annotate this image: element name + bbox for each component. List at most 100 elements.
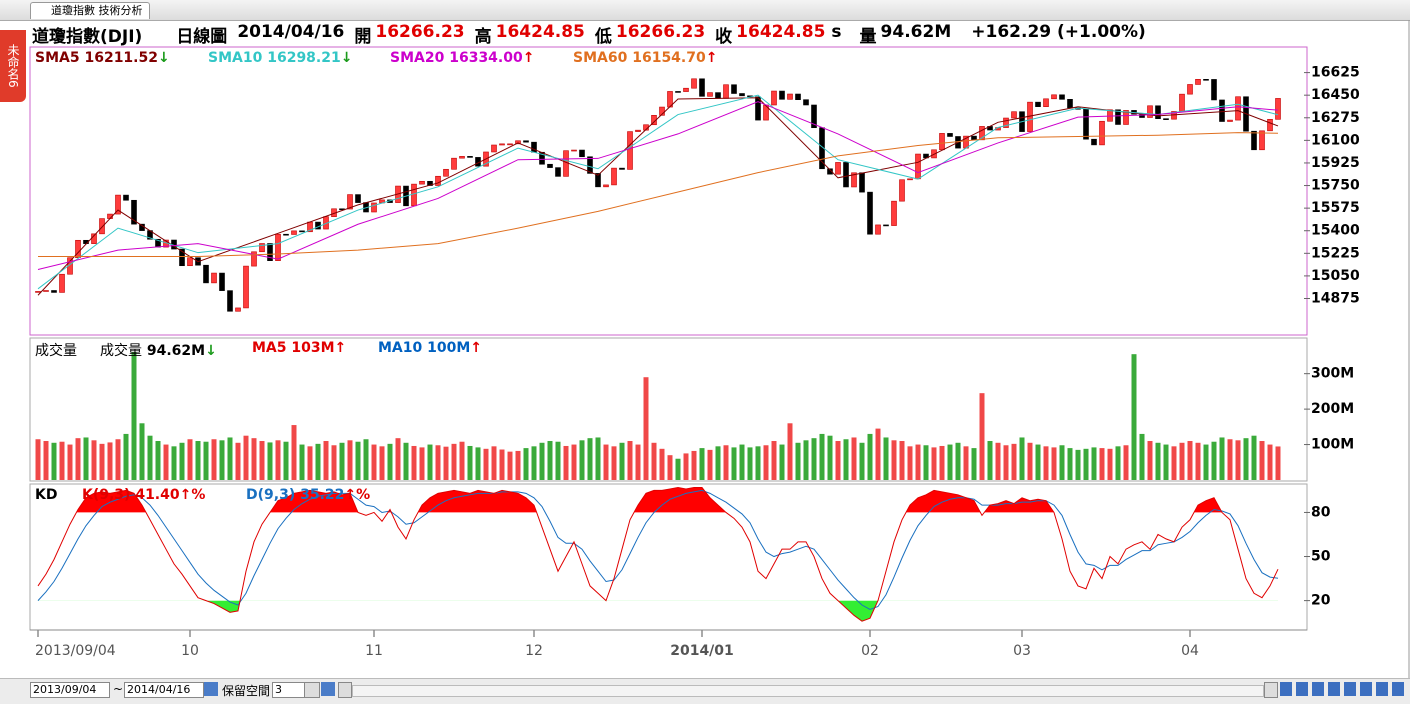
candle [771,90,777,106]
close-flag: s [831,22,842,42]
volume-bar [267,442,273,480]
price-panel [29,46,1308,336]
candle [739,93,745,97]
volume-bar [1251,435,1257,480]
candle [595,173,601,188]
volume-bar [1259,441,1265,480]
volume-bar [379,446,385,480]
volume-bar [1067,448,1073,480]
volume-bar [1075,449,1081,480]
tool-icons[interactable] [1280,682,1405,696]
icon-button[interactable] [204,682,218,696]
volume-bar [867,433,873,480]
volume-value: 94.62M [880,22,952,42]
volume-bar [115,439,121,480]
x-tick-label: 2013/09/04 [35,643,116,659]
scrollbar[interactable] [352,685,1264,697]
volume-bar [131,352,137,480]
candle [1043,98,1049,107]
candle [843,162,849,188]
volume-bar [875,428,881,480]
volume-bar [491,446,497,480]
candle [1227,119,1233,122]
candle [1091,138,1097,146]
candle [1051,94,1057,100]
y-tick-label: 100M [1311,437,1354,453]
y-tick-label: 15225 [1311,245,1360,261]
candle [115,194,121,215]
volume-bar [819,433,825,480]
y-tick-label: 15925 [1311,155,1360,171]
candle [1267,119,1273,132]
icon-button[interactable] [321,682,335,696]
volume-bar [755,446,761,480]
legend-item: MA10 100M↑ [378,340,482,356]
candle [971,135,977,141]
chart-tab[interactable]: 道瓊指數 技術分析 [30,2,150,19]
y-tick-label: 14875 [1311,291,1360,307]
reserve-input[interactable]: 3 [272,682,306,698]
volume-bar [1235,440,1241,480]
volume-bar [787,423,793,480]
volume-bar [1147,441,1153,480]
volume-bar [1107,448,1113,480]
volume-bar [291,425,297,480]
volume-bar [171,446,177,480]
candle [1179,93,1185,112]
end-date-input[interactable]: 2014/04/16 [124,682,204,698]
volume-bar [443,446,449,480]
volume-bar [507,451,513,480]
volume-bar [963,446,969,480]
candle [1275,98,1281,120]
volume-bar [451,443,457,480]
candle [235,307,241,312]
scroll-right[interactable] [1264,682,1278,698]
legend-name: SMA10 [208,50,263,66]
volume-bar [387,443,393,480]
legend-value: 103M [291,340,335,356]
volume-bar [1243,438,1249,480]
volume-bar [939,445,945,480]
volume-bar [235,442,241,480]
y-tick-label: 16275 [1311,110,1360,126]
volume-bar [571,444,577,480]
legend-value: 16211.52 [84,50,158,66]
volume-bar [739,444,745,480]
legend-trend: ↑ [522,50,535,66]
candle [275,233,281,261]
volume-bar [499,449,505,480]
volume-bar [699,448,705,480]
series-line [38,132,1279,258]
candle [979,126,985,141]
legend-trend: ↑ [334,340,347,356]
y-tick-label: 15400 [1311,223,1360,239]
candle [899,179,905,202]
candle [571,149,577,152]
candle [1083,108,1089,140]
volume-bar [1003,445,1009,480]
candle [507,143,513,146]
icon-button[interactable] [304,682,320,698]
volume-bar [707,449,713,480]
candle [1115,109,1121,125]
scroll-left[interactable] [338,682,352,698]
volume-bar [99,443,105,480]
candle [683,87,689,92]
candle [755,96,761,121]
candle [1203,79,1209,81]
volume-bar [315,443,321,480]
side-tab[interactable]: 未命名6 [0,30,26,102]
volume-bar [251,438,257,480]
volume-bar [411,445,417,480]
volume-bar [403,442,409,480]
candle [467,156,473,158]
candle [211,272,217,284]
volume-bar [307,446,313,480]
start-date-input[interactable]: 2013/09/04 [30,682,110,698]
volume-bar [667,455,673,480]
candle [907,178,913,181]
y-tick-label: 80 [1311,504,1331,520]
volume-bar [779,444,785,480]
y-tick-label: 16625 [1311,65,1360,81]
candle [291,230,297,235]
